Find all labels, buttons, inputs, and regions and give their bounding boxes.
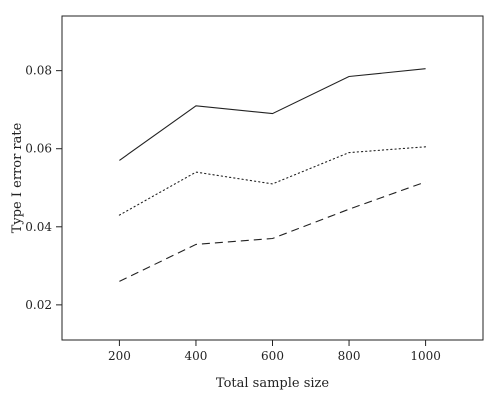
series-line-solid (119, 68, 426, 161)
x-tick-label: 1000 (410, 349, 441, 363)
series-layer (118, 68, 427, 282)
x-tick-label: 200 (108, 349, 131, 363)
x-tick-label: 800 (338, 349, 361, 363)
series-line-dotted (118, 146, 427, 216)
y-tick-label: 0.06 (25, 142, 52, 156)
x-axis: 200 400 600 800 1000 (108, 340, 441, 363)
y-tick-label: 0.04 (25, 220, 52, 234)
x-axis-label: Total sample size (216, 376, 329, 391)
y-tick-label: 0.02 (25, 298, 52, 312)
x-tick-label: 600 (261, 349, 284, 363)
y-axis: 0.02 0.04 0.06 0.08 (25, 64, 62, 312)
series-line-dashed (119, 181, 426, 282)
x-tick-label: 400 (185, 349, 208, 363)
plot-frame (61, 15, 484, 341)
y-tick-label: 0.08 (25, 64, 52, 78)
y-axis-label: Type I error rate (10, 122, 25, 233)
